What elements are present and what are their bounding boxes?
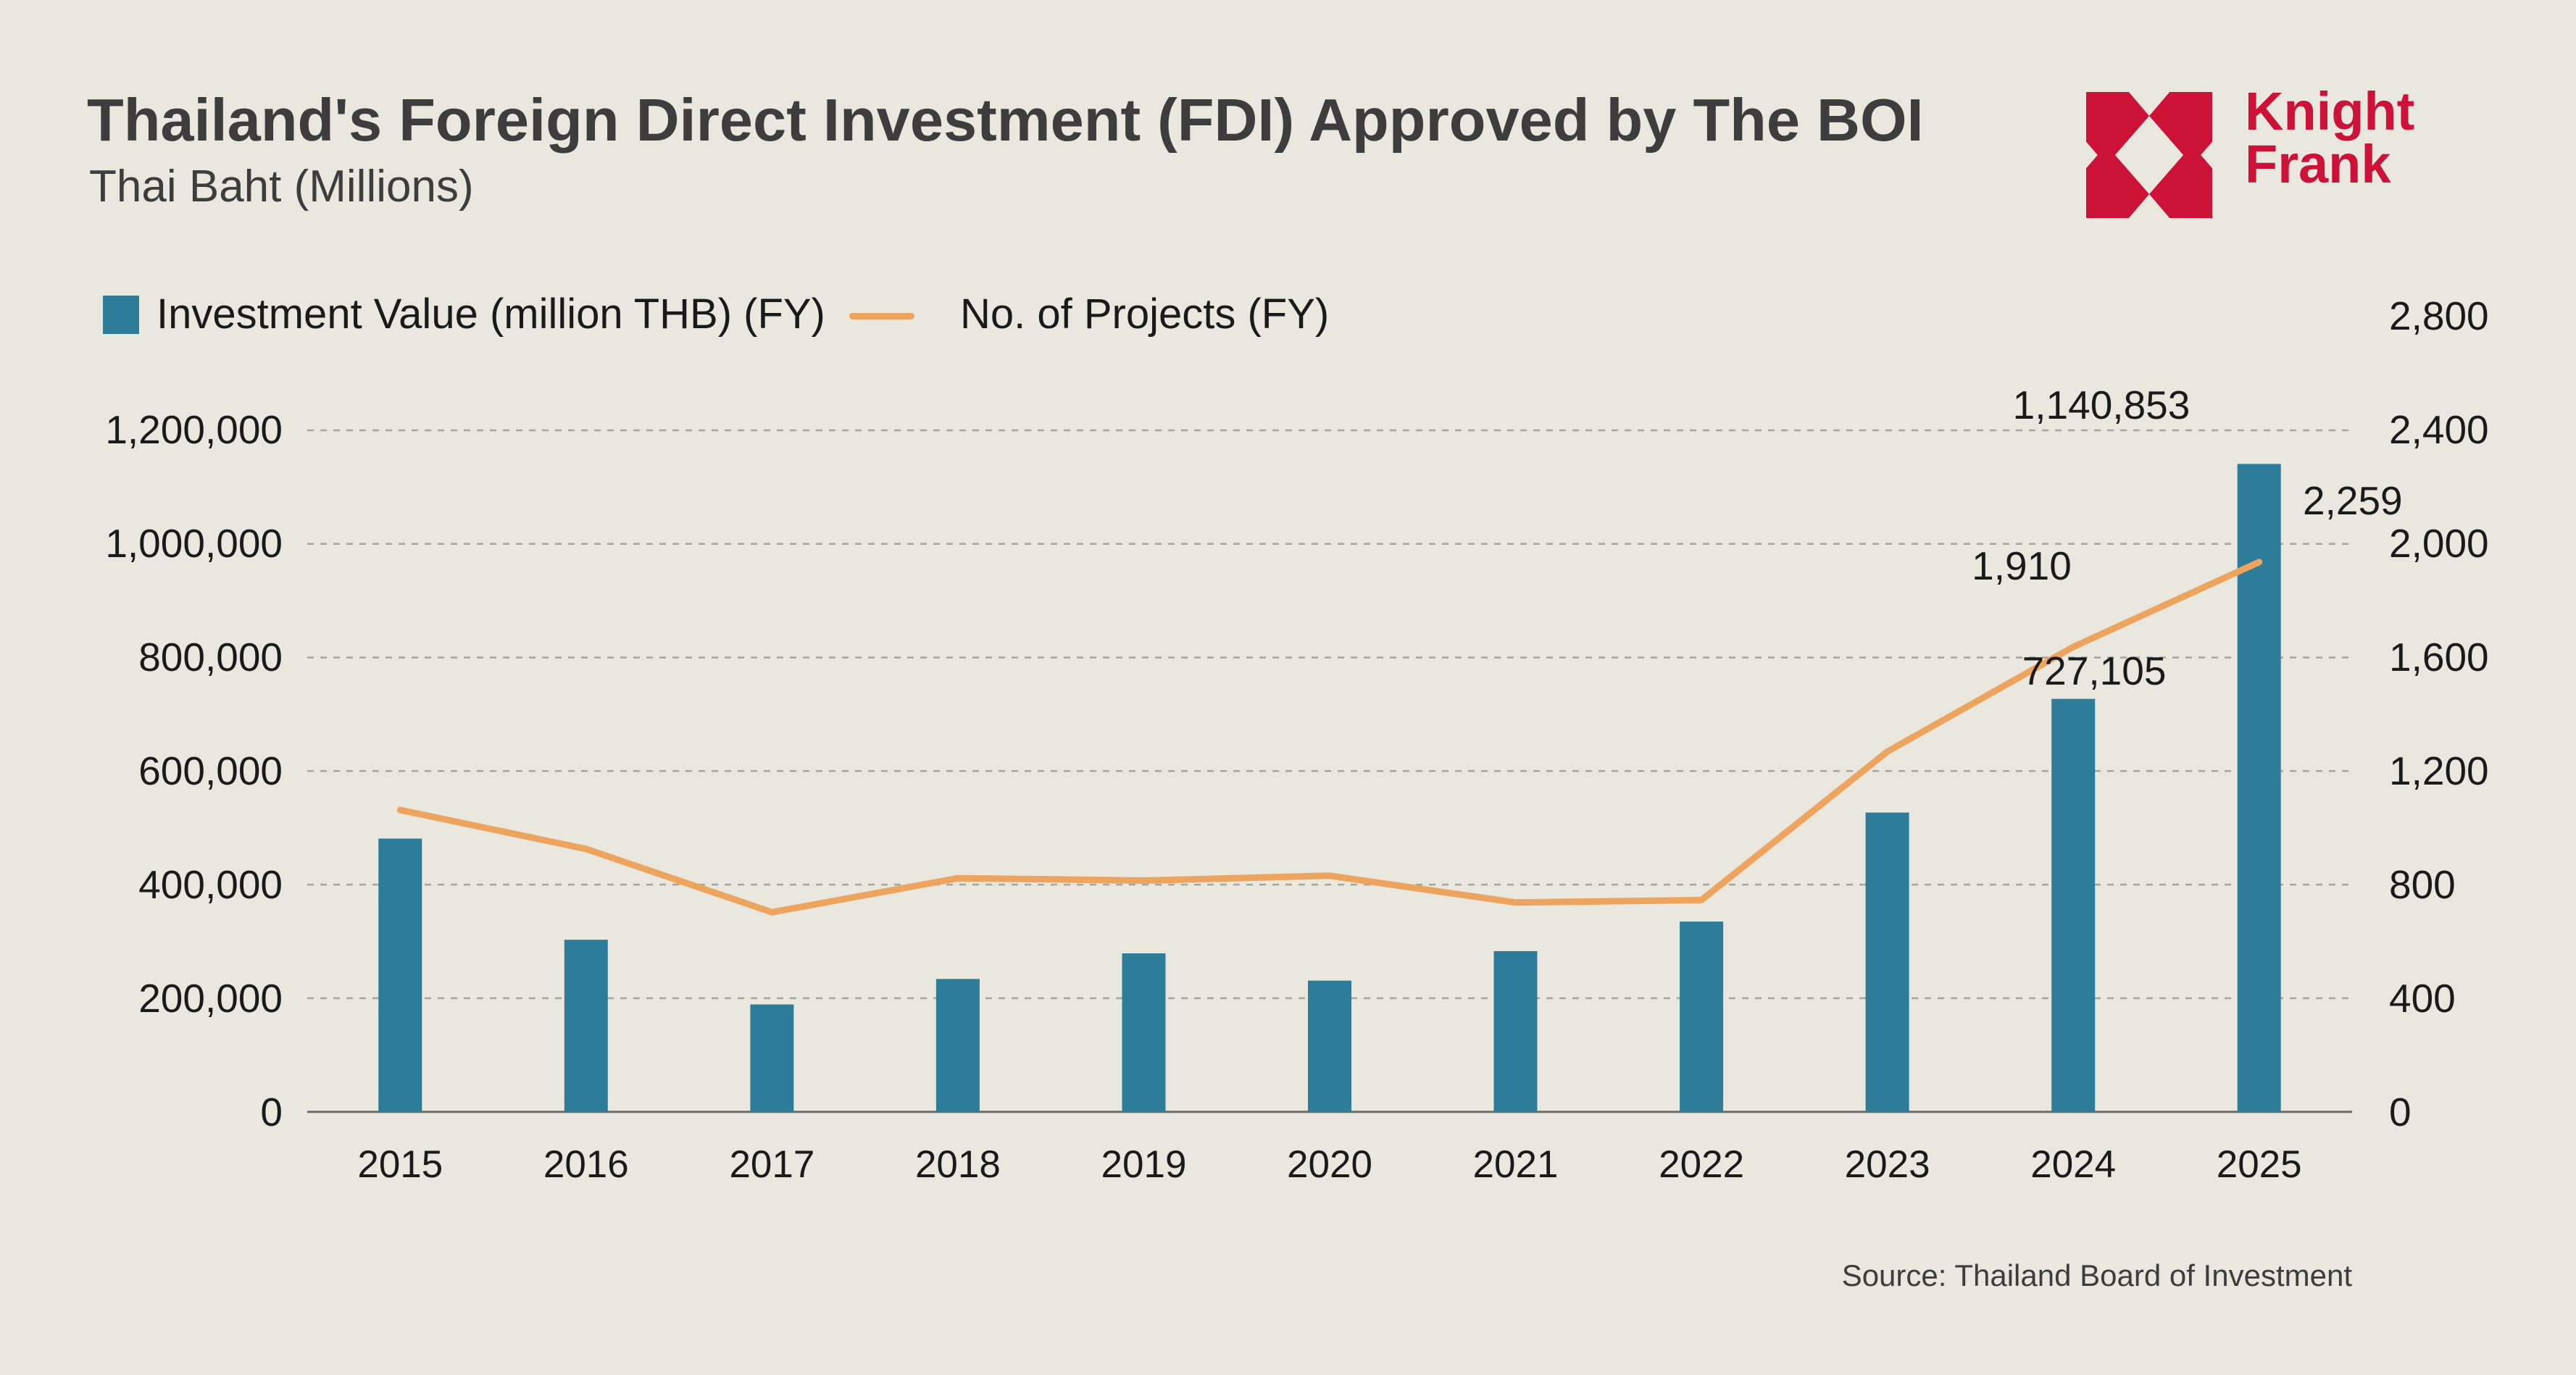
svg-text:2017: 2017 (729, 1143, 814, 1186)
svg-text:1,140,853: 1,140,853 (2013, 383, 2191, 427)
svg-text:1,910: 1,910 (1972, 543, 2072, 588)
svg-text:0: 0 (260, 1090, 283, 1134)
svg-text:2015: 2015 (357, 1143, 443, 1186)
svg-text:2025: 2025 (2217, 1143, 2302, 1186)
svg-text:400,000: 400,000 (138, 862, 283, 907)
svg-text:2019: 2019 (1101, 1143, 1187, 1186)
svg-text:2018: 2018 (915, 1143, 1001, 1186)
svg-text:2020: 2020 (1287, 1143, 1372, 1186)
svg-text:1,200,000: 1,200,000 (105, 407, 283, 452)
svg-text:727,105: 727,105 (2022, 648, 2167, 693)
svg-text:2,800: 2,800 (2389, 293, 2489, 338)
svg-text:0: 0 (2389, 1090, 2412, 1134)
svg-text:2021: 2021 (1473, 1143, 1559, 1186)
svg-text:1,600: 1,600 (2389, 635, 2489, 680)
svg-text:800,000: 800,000 (138, 635, 283, 680)
svg-text:400: 400 (2389, 976, 2456, 1021)
svg-text:Source: Thailand Board of Inve: Source: Thailand Board of Investment (1842, 1258, 2353, 1292)
svg-text:1,000,000: 1,000,000 (105, 521, 283, 566)
svg-text:200,000: 200,000 (138, 976, 283, 1021)
svg-text:600,000: 600,000 (138, 748, 283, 793)
svg-text:2016: 2016 (543, 1143, 629, 1186)
svg-text:1,200: 1,200 (2389, 748, 2489, 793)
svg-text:2,259: 2,259 (2303, 478, 2403, 523)
svg-text:800: 800 (2389, 862, 2456, 907)
svg-text:2022: 2022 (1659, 1143, 1744, 1186)
svg-text:2023: 2023 (1845, 1143, 1930, 1186)
svg-text:2,000: 2,000 (2389, 521, 2489, 566)
svg-text:2,400: 2,400 (2389, 407, 2489, 452)
svg-text:2024: 2024 (2030, 1143, 2116, 1186)
